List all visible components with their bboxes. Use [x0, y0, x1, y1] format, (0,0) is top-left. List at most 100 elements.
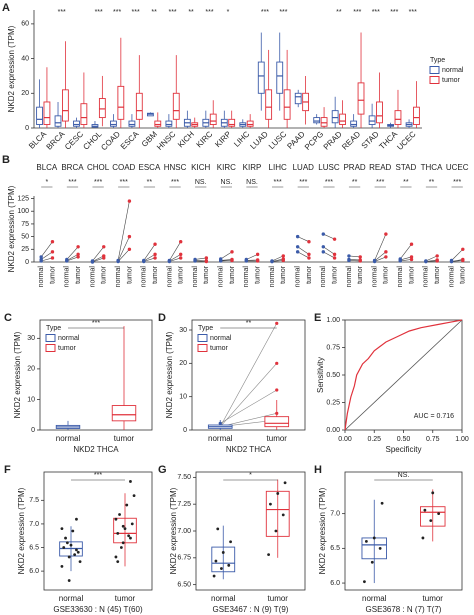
pair-point	[321, 250, 325, 254]
x-tick-label: CESC	[63, 129, 85, 151]
y-tick-label: 7.5	[29, 497, 39, 504]
box	[257, 61, 265, 94]
box	[339, 113, 346, 125]
point	[125, 503, 129, 507]
box	[165, 120, 173, 127]
pair-line	[220, 363, 277, 427]
y-axis-title: NKD2 expression (TPM)	[17, 487, 26, 574]
y-tick-label: 10	[27, 396, 35, 403]
pair-line	[297, 236, 310, 242]
x-tick-label: tumor	[280, 265, 287, 284]
point	[78, 560, 82, 564]
pair-line	[66, 246, 79, 260]
x-tick-label: COAD	[99, 129, 122, 152]
roc-curve	[344, 319, 463, 431]
box	[73, 120, 80, 127]
x-tick-label: normal	[294, 266, 301, 288]
pair-line	[425, 260, 438, 262]
y-tick-label: 0.25	[326, 399, 340, 406]
pair-point	[449, 259, 454, 264]
significance: ***	[279, 9, 287, 16]
panel-letter: F	[4, 464, 11, 476]
pair-point	[307, 252, 311, 257]
box	[357, 82, 365, 115]
category-label: KICH	[191, 163, 210, 172]
pair-line	[169, 254, 181, 262]
point	[114, 555, 118, 559]
y-tick-label: 30	[27, 335, 35, 342]
category-label: READ	[369, 163, 391, 172]
pair-line	[348, 259, 361, 261]
significance: ***	[68, 179, 76, 186]
point	[75, 548, 78, 552]
significance: ***	[205, 9, 213, 16]
legend-title: Type	[430, 57, 445, 64]
panel-letter: E	[314, 312, 321, 324]
point	[129, 480, 132, 483]
box	[294, 92, 302, 105]
pair-point	[230, 250, 234, 254]
point	[71, 529, 75, 533]
pair-point	[219, 259, 223, 263]
significance: NS.	[246, 179, 258, 186]
pair-point	[409, 242, 414, 246]
y-tick-label: 7.0	[330, 510, 340, 517]
pair-point	[275, 361, 279, 365]
x-axis-title: GSE33630 : N (45) T(60)	[53, 605, 143, 614]
point	[267, 553, 270, 556]
pair-point	[347, 258, 351, 263]
category-label: KIRC	[217, 163, 236, 172]
y-tick-label: 60	[21, 21, 29, 28]
point	[67, 555, 71, 559]
significance: ***	[58, 9, 66, 16]
point	[214, 559, 218, 563]
pair-point	[179, 256, 183, 260]
pair-point	[193, 259, 197, 263]
significance: ***	[171, 179, 179, 186]
pair-point	[76, 245, 80, 249]
pair-point	[179, 252, 183, 257]
box	[128, 120, 136, 127]
y-tick-label: 75	[21, 221, 29, 228]
significance: ***	[94, 179, 102, 186]
x-tick-label: LUSC	[267, 129, 289, 151]
significance: ***	[299, 179, 307, 186]
box	[320, 117, 328, 127]
pair-point	[321, 232, 325, 236]
legend-label: tumor	[210, 345, 229, 352]
pair-point	[358, 259, 362, 263]
plot-frame	[344, 471, 463, 591]
pair-point	[102, 256, 106, 260]
significance: NS.	[398, 472, 410, 479]
x-tick-label: tumor	[423, 594, 444, 603]
x-tick-label: tumor	[203, 265, 210, 284]
x-tick-label: 0.50	[397, 436, 411, 443]
point	[227, 563, 231, 567]
pair-point	[127, 247, 132, 252]
box	[331, 110, 339, 124]
y-tick-label: 0.75	[326, 344, 340, 351]
point	[118, 513, 121, 516]
x-tick-label: KIRP	[213, 130, 233, 150]
y-tick-label: 6.5	[330, 545, 340, 552]
y-tick-label: 10	[179, 394, 187, 401]
x-tick-label: normal	[211, 594, 236, 603]
pair-line	[92, 246, 104, 262]
category-label: ESCA	[139, 163, 161, 172]
significance: ***	[120, 179, 128, 186]
significance: **	[246, 320, 252, 327]
significance: ***	[168, 9, 176, 16]
pair-line	[451, 260, 463, 262]
pair-point	[424, 259, 428, 264]
significance: *	[249, 472, 252, 479]
point	[121, 524, 125, 528]
pair-point	[50, 239, 55, 244]
x-tick-label: normal	[56, 434, 81, 443]
plot-frame	[39, 319, 153, 431]
pair-point	[204, 256, 209, 260]
pair-point	[102, 245, 106, 249]
point	[363, 580, 366, 584]
pair-line	[297, 246, 310, 255]
pair-line	[143, 244, 156, 261]
pair-point	[142, 259, 146, 264]
